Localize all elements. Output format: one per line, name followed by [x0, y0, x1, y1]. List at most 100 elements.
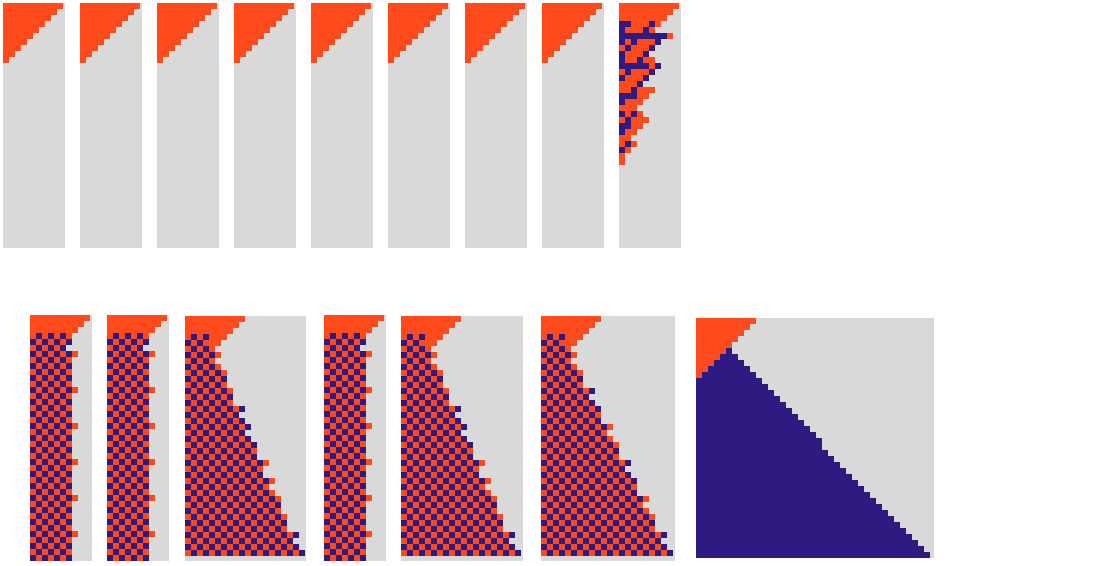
cell	[401, 322, 455, 328]
cell	[197, 406, 203, 412]
cell	[553, 550, 559, 556]
cell	[125, 441, 131, 447]
cell	[413, 430, 419, 436]
cell	[443, 394, 449, 400]
cell	[449, 418, 455, 424]
cell	[565, 424, 571, 430]
cell	[583, 466, 589, 472]
cell	[245, 436, 251, 442]
cell	[107, 453, 113, 459]
cell	[401, 466, 407, 472]
cell	[595, 406, 601, 412]
cell	[80, 51, 92, 57]
cell	[209, 412, 215, 418]
cell	[643, 69, 649, 75]
cell	[143, 351, 149, 357]
cell	[239, 496, 245, 502]
cell	[119, 375, 125, 381]
cell	[553, 370, 559, 376]
cell	[467, 508, 473, 514]
cell	[336, 489, 342, 495]
cell	[215, 418, 221, 424]
cell	[42, 507, 48, 513]
cell	[637, 520, 643, 526]
cell	[113, 477, 119, 483]
cell	[553, 364, 559, 370]
cell	[401, 550, 407, 556]
cell	[330, 369, 336, 375]
cell	[30, 453, 36, 459]
cell	[388, 57, 394, 63]
cell	[30, 555, 36, 561]
cell	[119, 525, 125, 531]
cell	[227, 394, 233, 400]
cell	[497, 538, 503, 544]
cell	[461, 532, 467, 538]
cell	[239, 514, 245, 520]
cell	[696, 480, 858, 486]
cell	[348, 555, 354, 561]
cell	[541, 334, 547, 340]
cell	[559, 544, 565, 550]
cell	[571, 502, 577, 508]
cell	[275, 538, 281, 544]
cell	[631, 57, 637, 63]
cell	[107, 315, 167, 321]
cell	[66, 471, 72, 477]
cell	[431, 364, 437, 370]
cell	[3, 45, 21, 51]
cell	[407, 520, 413, 526]
cell	[637, 87, 643, 93]
cell	[619, 21, 625, 27]
cell	[336, 363, 342, 369]
cell	[42, 423, 48, 429]
cell	[60, 447, 66, 453]
cell	[215, 490, 221, 496]
cell	[36, 357, 42, 363]
cell	[113, 525, 119, 531]
cell	[559, 532, 565, 538]
cell	[655, 532, 661, 538]
cell	[419, 382, 425, 388]
cell	[348, 417, 354, 423]
cell	[107, 363, 113, 369]
cell	[324, 465, 330, 471]
cell	[619, 117, 625, 123]
cell	[547, 424, 553, 430]
cell	[485, 478, 491, 484]
cell	[119, 555, 125, 561]
cell	[388, 39, 412, 45]
cell	[131, 405, 137, 411]
cell	[30, 327, 78, 333]
cell	[66, 423, 72, 429]
cell	[559, 406, 565, 412]
cell	[221, 406, 227, 412]
cell	[625, 21, 631, 27]
cell	[437, 508, 443, 514]
cell	[449, 436, 455, 442]
cell	[401, 430, 407, 436]
cell	[54, 387, 60, 393]
cell	[324, 489, 330, 495]
cell	[215, 352, 221, 358]
cell	[107, 555, 113, 561]
cell	[185, 514, 191, 520]
cell	[185, 526, 191, 532]
cell	[143, 555, 149, 561]
cell	[631, 514, 637, 520]
cell	[143, 369, 149, 375]
cell	[461, 442, 467, 448]
cell	[431, 352, 437, 358]
cell	[467, 538, 473, 544]
cell	[60, 351, 66, 357]
cell	[330, 549, 336, 555]
cell	[413, 472, 419, 478]
cell	[137, 423, 143, 429]
cell	[269, 550, 275, 556]
cell	[595, 412, 601, 418]
cell	[625, 63, 631, 69]
cell	[48, 333, 54, 339]
cell	[553, 514, 559, 520]
cell	[330, 441, 336, 447]
cell	[583, 412, 589, 418]
